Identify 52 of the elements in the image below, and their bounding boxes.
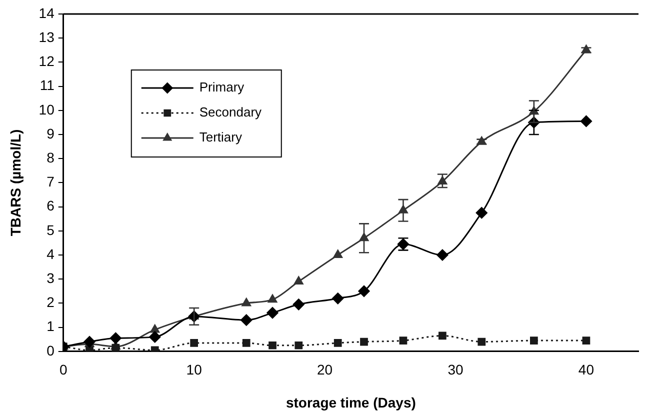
point (266, 307, 278, 319)
x-tick-label: 20 (317, 362, 333, 378)
y-tick-label: 6 (46, 198, 55, 214)
point (240, 314, 252, 326)
point (242, 298, 252, 306)
x-tick-label: 0 (59, 362, 68, 378)
y-tick-label: 4 (46, 246, 55, 262)
point (333, 250, 343, 258)
point (476, 207, 488, 219)
point (332, 292, 344, 304)
y-tick-label: 0 (46, 342, 55, 358)
point (150, 324, 160, 333)
point (292, 298, 304, 310)
y-tick-label: 8 (46, 149, 55, 166)
legend-label: Tertiary (199, 130, 242, 145)
y-tick-label: 5 (46, 222, 55, 238)
point (580, 115, 592, 127)
point (358, 285, 370, 297)
y-tick-label: 11 (40, 77, 55, 94)
point (112, 344, 120, 352)
point (478, 338, 486, 346)
point (399, 336, 408, 344)
point (438, 332, 446, 340)
y-axis-title: TBARS (µmol/L) (7, 129, 24, 236)
y-tick-label: 10 (38, 101, 55, 118)
point (149, 331, 161, 343)
point (530, 336, 538, 344)
y-tick-label: 13 (38, 28, 55, 45)
legend-label: Secondary (199, 104, 262, 120)
point (294, 341, 303, 350)
point (110, 332, 122, 344)
y-tick-label: 12 (38, 53, 55, 70)
point (190, 339, 198, 347)
y-tick-label: 2 (46, 294, 55, 310)
x-tick-label: 40 (578, 362, 594, 378)
point (294, 276, 304, 285)
point (436, 249, 448, 261)
y-tick-label: 7 (46, 174, 55, 190)
point (242, 339, 250, 347)
point (268, 341, 276, 350)
point (582, 336, 590, 344)
x-tick-label: 10 (186, 362, 202, 378)
legend-label: Primary (199, 80, 245, 95)
point (268, 294, 278, 303)
y-tick-label: 3 (46, 270, 55, 286)
point (334, 339, 342, 347)
x-tick-label: 30 (448, 362, 464, 378)
y-tick-label: 9 (46, 125, 55, 142)
y-tick-label: 14 (38, 4, 55, 21)
x-axis-title: storage time (Days) (286, 394, 416, 410)
point (360, 338, 368, 346)
y-tick-label: 1 (46, 318, 55, 334)
